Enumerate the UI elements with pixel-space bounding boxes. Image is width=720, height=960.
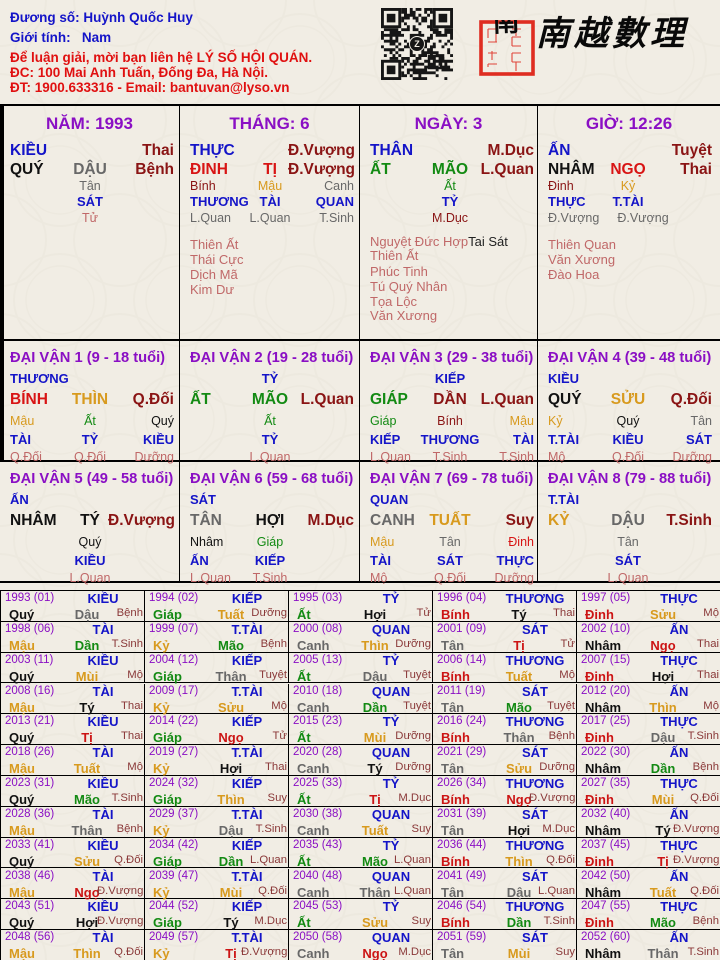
svg-text:Z: Z [414,39,420,49]
svg-text:南: 南 [492,20,520,37]
